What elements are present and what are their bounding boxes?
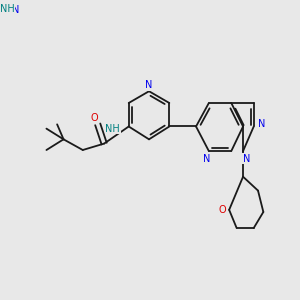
Text: O: O <box>219 205 226 215</box>
Text: N: N <box>145 80 153 90</box>
Text: NH: NH <box>0 4 14 14</box>
Text: N: N <box>12 5 19 15</box>
Text: N: N <box>203 154 210 164</box>
Text: O: O <box>91 113 98 123</box>
Text: NH: NH <box>105 124 120 134</box>
Text: N: N <box>257 119 265 129</box>
Text: N: N <box>243 154 250 164</box>
